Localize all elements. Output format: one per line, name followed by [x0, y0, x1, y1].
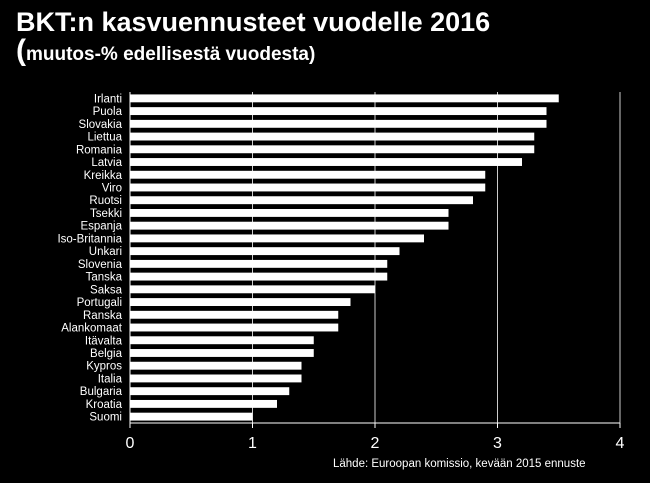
category-label: Viro: [102, 182, 122, 194]
category-label: Kypros: [86, 361, 122, 373]
category-label: Italia: [98, 373, 123, 385]
x-tick-label: 1: [248, 435, 257, 452]
category-label: Ranska: [83, 310, 123, 322]
bar: [130, 247, 400, 256]
chart-subtitle: (muutos-% edellisestä vuodesta): [16, 36, 490, 70]
bar: [130, 387, 290, 396]
bar: [130, 107, 547, 116]
bar: [130, 158, 522, 166]
x-tick-label: 0: [126, 435, 135, 452]
bar: [130, 259, 388, 268]
category-label: Saksa: [90, 284, 123, 296]
bar: [130, 221, 449, 230]
category-label: Slovakia: [79, 119, 123, 131]
bar: [130, 349, 314, 357]
bar: [130, 374, 302, 383]
x-tick-label: 2: [371, 435, 380, 452]
category-label: Irlanti: [94, 93, 122, 105]
category-label: Slovenia: [78, 259, 123, 271]
subtitle-paren: (: [16, 34, 26, 67]
bar: [130, 234, 424, 243]
category-label: Bulgaria: [80, 386, 123, 398]
category-label: Romania: [76, 144, 123, 156]
category-label: Unkari: [89, 246, 122, 258]
category-label: Puola: [93, 106, 123, 118]
bar: [130, 336, 314, 345]
category-label: Espanja: [80, 221, 122, 233]
bar: [130, 399, 277, 408]
bar: [130, 310, 339, 319]
category-label: Kroatia: [86, 399, 123, 411]
x-tick-label: 3: [493, 435, 502, 452]
bar: [130, 323, 339, 332]
category-label: Tanska: [86, 272, 123, 284]
category-label: Portugali: [77, 297, 122, 309]
category-label: Itävalta: [85, 335, 123, 347]
bar: [130, 170, 486, 179]
x-tick-label: 4: [616, 435, 625, 452]
source-note: Lähde: Euroopan komissio, kevään 2015 en…: [333, 458, 586, 470]
bar: [130, 94, 559, 103]
category-label: Suomi: [89, 412, 122, 424]
bar: [130, 132, 535, 141]
bar: [130, 208, 449, 217]
bar: [130, 361, 302, 370]
bar: [130, 145, 535, 154]
title-block: BKT:n kasvuennusteet vuodelle 2016 (muut…: [16, 2, 490, 70]
category-label: Belgia: [90, 348, 123, 360]
bar: [130, 119, 547, 128]
bar: [130, 298, 351, 307]
category-label: Kreikka: [84, 170, 123, 182]
bar: [130, 412, 253, 421]
bar: [130, 196, 473, 205]
category-label: Liettua: [87, 132, 122, 144]
category-label: Tsekki: [90, 208, 122, 220]
category-label: Iso-Britannia: [57, 233, 122, 245]
category-label: Ruotsi: [89, 195, 122, 207]
subtitle-text: muutos-% edellisestä vuodesta): [26, 44, 316, 65]
category-label: Alankomaat: [61, 323, 123, 335]
bar: [130, 285, 375, 294]
chart-title: BKT:n kasvuennusteet vuodelle 2016: [16, 7, 491, 37]
bar: [130, 272, 388, 281]
bar: [130, 183, 486, 192]
category-label: Latvia: [91, 157, 122, 169]
